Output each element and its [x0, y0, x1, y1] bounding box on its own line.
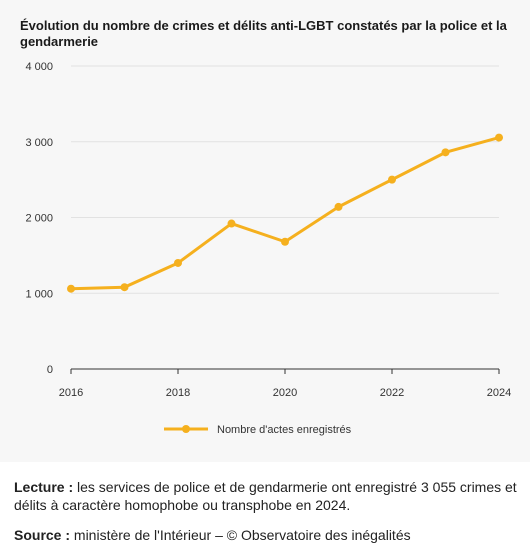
x-tick-label: 2018	[166, 387, 190, 399]
lecture-note: Lecture : les services de police et de g…	[14, 478, 519, 514]
data-point	[334, 202, 343, 211]
legend-swatch-marker	[182, 425, 190, 433]
series-line	[69, 136, 501, 291]
line-chart: 0 1 000 2 000 3 000 4 000 2016 2018 2020 2022 202…	[25, 61, 511, 436]
data-point	[495, 133, 503, 142]
data-point	[441, 148, 450, 157]
chart-title: Évolution du nombre de crimes et délits …	[20, 18, 507, 49]
data-point	[388, 175, 396, 184]
x-tick-label: 2016	[59, 387, 83, 399]
data-point	[281, 237, 289, 246]
legend-label: Nombre d'actes enregistrés	[217, 424, 352, 436]
x-tick-label: 2020	[273, 387, 297, 399]
y-tick-label: 2 000	[25, 213, 53, 225]
data-point	[67, 284, 75, 293]
source-text: ministère de l'Intérieur – © Observatoir…	[70, 527, 411, 543]
chart-panel: Évolution du nombre de crimes et délits …	[20, 18, 512, 436]
y-tick-label: 3 000	[25, 137, 53, 149]
data-point	[174, 258, 182, 267]
data-point	[227, 219, 236, 228]
lecture-label: Lecture :	[14, 479, 74, 495]
source-label: Source :	[14, 527, 71, 543]
x-tick-label: 2022	[380, 387, 404, 399]
data-point	[120, 283, 129, 292]
y-tick-label: 1 000	[25, 288, 53, 300]
x-tick-label: 2024	[487, 387, 511, 399]
lecture-text: les services de police et de gendarmerie…	[14, 479, 517, 513]
source-note: Source : ministère de l'Intérieur – © Ob…	[14, 526, 519, 544]
y-tick-label: 4 000	[25, 61, 53, 73]
y-tick-label: 0	[47, 364, 53, 376]
